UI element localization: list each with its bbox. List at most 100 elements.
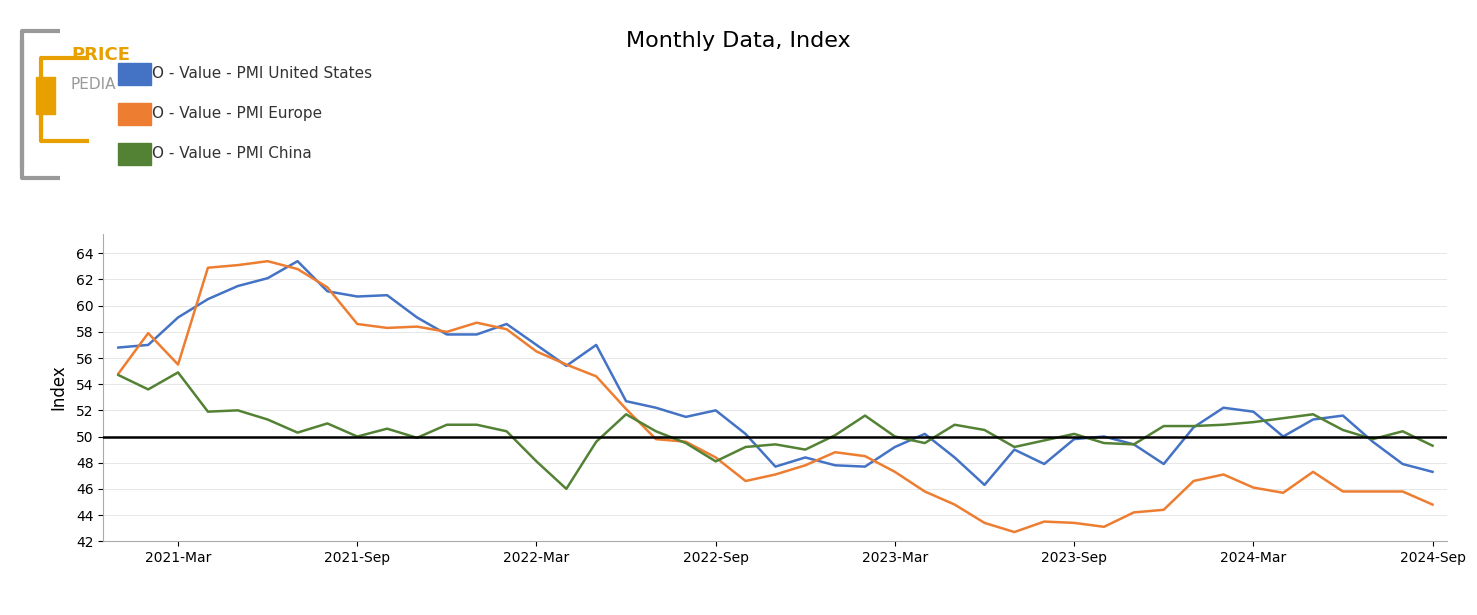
O - Value - PMI China bbox=[139, 386, 157, 393]
O - Value - PMI United States bbox=[916, 430, 933, 438]
O - Value - PMI Europe bbox=[826, 448, 843, 456]
O - Value - PMI China bbox=[1155, 423, 1173, 430]
Line: O - Value - PMI United States: O - Value - PMI United States bbox=[118, 261, 1433, 485]
O - Value - PMI Europe bbox=[1185, 477, 1202, 485]
O - Value - PMI Europe bbox=[1035, 518, 1053, 525]
Text: PEDIA: PEDIA bbox=[71, 77, 117, 92]
O - Value - PMI Europe bbox=[1214, 470, 1232, 478]
O - Value - PMI China bbox=[229, 407, 247, 414]
O - Value - PMI United States bbox=[707, 407, 725, 414]
O - Value - PMI China bbox=[319, 420, 337, 427]
O - Value - PMI Europe bbox=[498, 325, 515, 333]
O - Value - PMI United States bbox=[229, 282, 247, 290]
O - Value - PMI United States bbox=[468, 331, 486, 338]
O - Value - PMI China bbox=[1245, 418, 1263, 426]
Line: O - Value - PMI China: O - Value - PMI China bbox=[118, 373, 1433, 489]
O - Value - PMI United States bbox=[617, 397, 635, 405]
O - Value - PMI Europe bbox=[916, 488, 933, 495]
O - Value - PMI Europe bbox=[288, 265, 306, 272]
O - Value - PMI China bbox=[857, 412, 874, 419]
O - Value - PMI Europe bbox=[319, 284, 337, 291]
O - Value - PMI Europe bbox=[349, 320, 366, 328]
O - Value - PMI Europe bbox=[408, 323, 425, 330]
O - Value - PMI China bbox=[767, 441, 784, 448]
O - Value - PMI China bbox=[170, 369, 188, 376]
Text: O - Value - PMI United States: O - Value - PMI United States bbox=[152, 66, 372, 81]
O - Value - PMI United States bbox=[1155, 460, 1173, 467]
O - Value - PMI United States bbox=[288, 258, 306, 265]
O - Value - PMI Europe bbox=[588, 373, 606, 380]
O - Value - PMI China bbox=[588, 438, 606, 445]
O - Value - PMI United States bbox=[1065, 435, 1083, 443]
O - Value - PMI Europe bbox=[767, 470, 784, 478]
O - Value - PMI China bbox=[378, 425, 396, 432]
O - Value - PMI China bbox=[945, 421, 963, 429]
O - Value - PMI Europe bbox=[796, 462, 814, 469]
O - Value - PMI United States bbox=[796, 454, 814, 461]
O - Value - PMI China bbox=[737, 443, 755, 451]
O - Value - PMI Europe bbox=[676, 438, 694, 445]
O - Value - PMI China bbox=[886, 433, 904, 440]
O - Value - PMI China bbox=[707, 458, 725, 465]
O - Value - PMI Europe bbox=[199, 264, 217, 271]
O - Value - PMI United States bbox=[170, 314, 188, 321]
O - Value - PMI China bbox=[408, 434, 425, 442]
O - Value - PMI China bbox=[527, 458, 545, 465]
Line: O - Value - PMI Europe: O - Value - PMI Europe bbox=[118, 261, 1433, 532]
O - Value - PMI China bbox=[349, 433, 366, 440]
O - Value - PMI United States bbox=[676, 413, 694, 421]
O - Value - PMI Europe bbox=[1363, 488, 1381, 495]
Text: O - Value - PMI China: O - Value - PMI China bbox=[152, 146, 312, 161]
O - Value - PMI United States bbox=[857, 463, 874, 470]
O - Value - PMI Europe bbox=[468, 319, 486, 327]
O - Value - PMI Europe bbox=[170, 361, 188, 368]
O - Value - PMI China bbox=[468, 421, 486, 429]
O - Value - PMI China bbox=[557, 485, 575, 493]
O - Value - PMI Europe bbox=[139, 330, 157, 337]
O - Value - PMI Europe bbox=[109, 370, 127, 378]
O - Value - PMI China bbox=[1214, 421, 1232, 429]
O - Value - PMI United States bbox=[527, 341, 545, 349]
O - Value - PMI United States bbox=[557, 362, 575, 370]
O - Value - PMI China bbox=[288, 429, 306, 436]
O - Value - PMI China bbox=[1394, 427, 1412, 435]
O - Value - PMI United States bbox=[826, 462, 843, 469]
O - Value - PMI China bbox=[199, 408, 217, 415]
O - Value - PMI United States bbox=[199, 295, 217, 303]
O - Value - PMI Europe bbox=[439, 328, 456, 336]
O - Value - PMI China bbox=[676, 439, 694, 446]
Bar bbox=[35, 77, 56, 114]
O - Value - PMI China bbox=[498, 427, 515, 435]
O - Value - PMI United States bbox=[945, 454, 963, 461]
Text: PRICE: PRICE bbox=[71, 46, 130, 64]
O - Value - PMI China bbox=[1363, 435, 1381, 443]
O - Value - PMI United States bbox=[976, 482, 994, 489]
O - Value - PMI China bbox=[258, 416, 276, 423]
O - Value - PMI Europe bbox=[1394, 488, 1412, 495]
O - Value - PMI Europe bbox=[707, 454, 725, 461]
O - Value - PMI Europe bbox=[258, 258, 276, 265]
O - Value - PMI China bbox=[439, 421, 456, 429]
O - Value - PMI China bbox=[1185, 423, 1202, 430]
O - Value - PMI China bbox=[916, 439, 933, 446]
O - Value - PMI United States bbox=[588, 341, 606, 349]
O - Value - PMI China bbox=[1304, 411, 1322, 418]
O - Value - PMI China bbox=[826, 432, 843, 439]
O - Value - PMI United States bbox=[109, 344, 127, 351]
O - Value - PMI United States bbox=[139, 341, 157, 349]
O - Value - PMI United States bbox=[1245, 408, 1263, 415]
O - Value - PMI China bbox=[617, 411, 635, 418]
O - Value - PMI United States bbox=[1125, 441, 1143, 448]
O - Value - PMI United States bbox=[1304, 416, 1322, 423]
O - Value - PMI Europe bbox=[945, 501, 963, 508]
O - Value - PMI Europe bbox=[1275, 489, 1292, 496]
Y-axis label: Index: Index bbox=[50, 365, 68, 410]
O - Value - PMI Europe bbox=[976, 519, 994, 526]
O - Value - PMI China bbox=[1275, 415, 1292, 422]
O - Value - PMI China bbox=[647, 427, 665, 435]
O - Value - PMI United States bbox=[737, 430, 755, 438]
O - Value - PMI United States bbox=[1214, 404, 1232, 411]
O - Value - PMI United States bbox=[258, 274, 276, 282]
O - Value - PMI Europe bbox=[1424, 501, 1442, 508]
O - Value - PMI Europe bbox=[378, 324, 396, 331]
